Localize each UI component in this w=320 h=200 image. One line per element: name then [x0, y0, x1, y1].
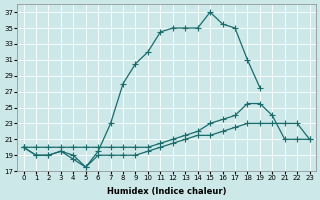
X-axis label: Humidex (Indice chaleur): Humidex (Indice chaleur) — [107, 187, 226, 196]
